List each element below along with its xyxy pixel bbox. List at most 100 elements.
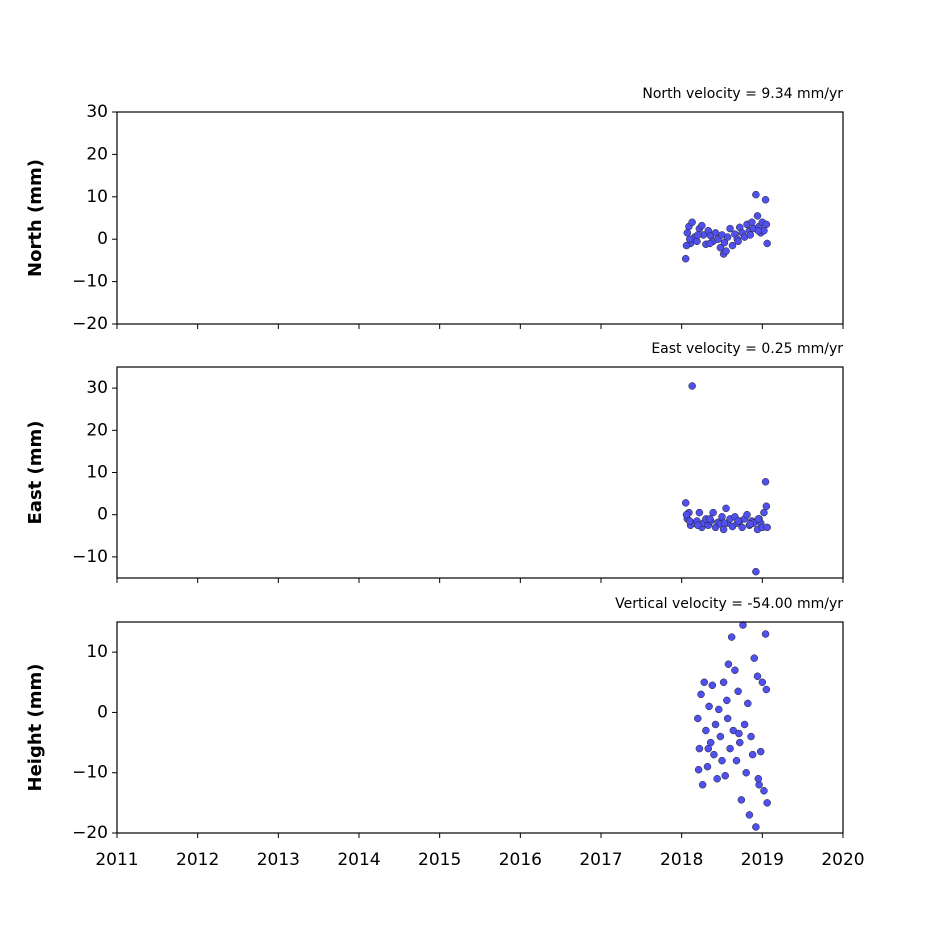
y-tick-label: 10: [86, 463, 108, 483]
data-point: [735, 738, 744, 747]
y-tick-label: 30: [86, 102, 108, 122]
y-tick-label: 20: [86, 144, 108, 164]
y-tick-label: 10: [86, 642, 108, 662]
y-axis-label: East (mm): [25, 421, 46, 525]
y-tick-label: −20: [72, 823, 108, 843]
data-point: [761, 478, 770, 486]
data-point: [715, 705, 723, 714]
data-point: [716, 732, 725, 741]
data-point: [723, 696, 731, 705]
data-point: [761, 630, 770, 638]
data-point: [738, 523, 746, 532]
data-point: [721, 771, 729, 780]
x-tick-label: 2016: [499, 850, 542, 870]
data-point: [762, 685, 771, 694]
data-point: [718, 756, 726, 765]
data-point: [703, 762, 712, 771]
data-point: [753, 672, 762, 681]
y-tick-label: 30: [86, 378, 108, 398]
data-point: [700, 678, 709, 687]
x-tick-label: 2012: [176, 850, 219, 870]
y-tick-label: 10: [86, 187, 108, 207]
data-point: [694, 714, 702, 723]
data-point: [709, 508, 717, 517]
data-point: [732, 756, 741, 765]
x-tick-label: 2013: [257, 850, 300, 870]
data-point: [722, 247, 730, 255]
data-point: [734, 687, 742, 696]
plot-frame: [116, 366, 844, 579]
data-point: [761, 196, 770, 204]
data-point: [750, 654, 759, 662]
data-point: [743, 510, 751, 519]
data-point: [698, 781, 707, 789]
data-point: [708, 681, 717, 690]
data-point: [763, 239, 771, 248]
data-point: [720, 238, 729, 247]
data-point: [735, 729, 743, 738]
data-point: [682, 510, 691, 519]
data-point: [762, 220, 771, 229]
data-point: [726, 224, 734, 233]
data-point: [747, 732, 755, 741]
data-point: [718, 513, 726, 521]
y-axis-label: Height (mm): [25, 664, 46, 792]
data-point: [722, 504, 730, 513]
plot-frame: [116, 621, 844, 834]
data-point: [713, 774, 721, 783]
data-point: [758, 678, 767, 687]
data-point: [727, 633, 736, 641]
data-point: [734, 517, 742, 525]
data-point: [720, 519, 729, 527]
data-point: [706, 239, 714, 248]
data-point: [734, 237, 742, 246]
data-point: [711, 720, 720, 729]
data-point: [688, 382, 696, 390]
plot-frame: [116, 111, 844, 325]
data-point: [706, 515, 714, 523]
data-point: [746, 231, 754, 239]
data-point: [697, 690, 705, 699]
data-point: [748, 750, 757, 759]
panel-title: North velocity = 9.34 mm/yr: [642, 86, 843, 102]
data-point: [763, 523, 771, 532]
data-point: [702, 726, 710, 735]
data-point: [716, 243, 725, 252]
x-tick-label: 2014: [337, 850, 380, 870]
panel-title: East velocity = 0.25 mm/yr: [651, 341, 843, 357]
data-point: [752, 823, 760, 831]
x-tick-label: 2015: [418, 850, 461, 870]
data-point: [723, 714, 732, 723]
data-point: [683, 229, 692, 237]
data-point: [705, 702, 713, 711]
data-point: [748, 218, 756, 226]
x-tick-label: 2020: [821, 850, 864, 870]
data-point: [694, 521, 702, 529]
data-point: [685, 235, 694, 243]
y-tick-label: 0: [97, 229, 108, 249]
data-point: [723, 233, 732, 241]
data-point: [685, 517, 694, 525]
data-point: [719, 525, 728, 534]
data-point: [753, 212, 762, 220]
data-point: [737, 796, 746, 804]
data-point: [726, 744, 734, 753]
data-point: [744, 699, 752, 708]
y-tick-label: −10: [72, 763, 108, 783]
data-point: [754, 515, 763, 523]
y-axis-label: North (mm): [25, 159, 46, 277]
data-point: [694, 765, 703, 774]
data-point: [745, 811, 754, 819]
data-point: [740, 720, 749, 729]
data-point: [688, 218, 696, 226]
data-point: [681, 254, 690, 263]
y-tick-label: 0: [97, 505, 108, 525]
x-tick-label: 2019: [741, 850, 784, 870]
data-point: [693, 237, 701, 246]
data-point: [731, 666, 739, 674]
data-point: [695, 508, 704, 517]
y-tick-label: 20: [86, 420, 108, 440]
data-point: [754, 226, 763, 235]
data-point: [719, 678, 728, 687]
data-point: [746, 520, 754, 528]
